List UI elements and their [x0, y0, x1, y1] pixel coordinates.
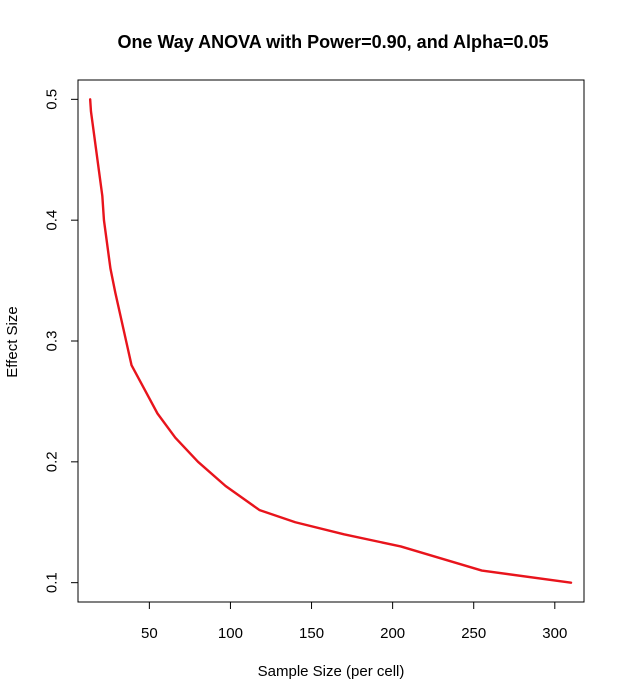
y-tick-label: 0.5	[44, 89, 61, 110]
y-tick-label: 0.2	[44, 451, 61, 472]
x-tick-label: 50	[141, 625, 158, 642]
y-tick-label: 0.3	[44, 331, 61, 352]
x-tick-label: 200	[380, 625, 405, 642]
chart-title: One Way ANOVA with Power=0.90, and Alpha…	[117, 32, 548, 52]
series-layer	[88, 98, 573, 584]
plot-frame	[77, 79, 585, 603]
y-axis-label: Effect Size	[4, 306, 21, 377]
y-tick-label: 0.4	[44, 210, 61, 231]
y-tick-label: 0.1	[44, 572, 61, 593]
x-tick-label: 300	[542, 625, 567, 642]
x-tick-label: 250	[461, 625, 486, 642]
y-axis: 0.1 0.2 0.3 0.4 0.5	[44, 89, 79, 593]
x-tick-label: 100	[218, 625, 243, 642]
x-axis-label: Sample Size (per cell)	[258, 663, 405, 680]
series-line	[88, 98, 573, 584]
x-tick-label: 150	[299, 625, 324, 642]
x-axis: 50 100 150 200 250 300	[141, 601, 567, 642]
